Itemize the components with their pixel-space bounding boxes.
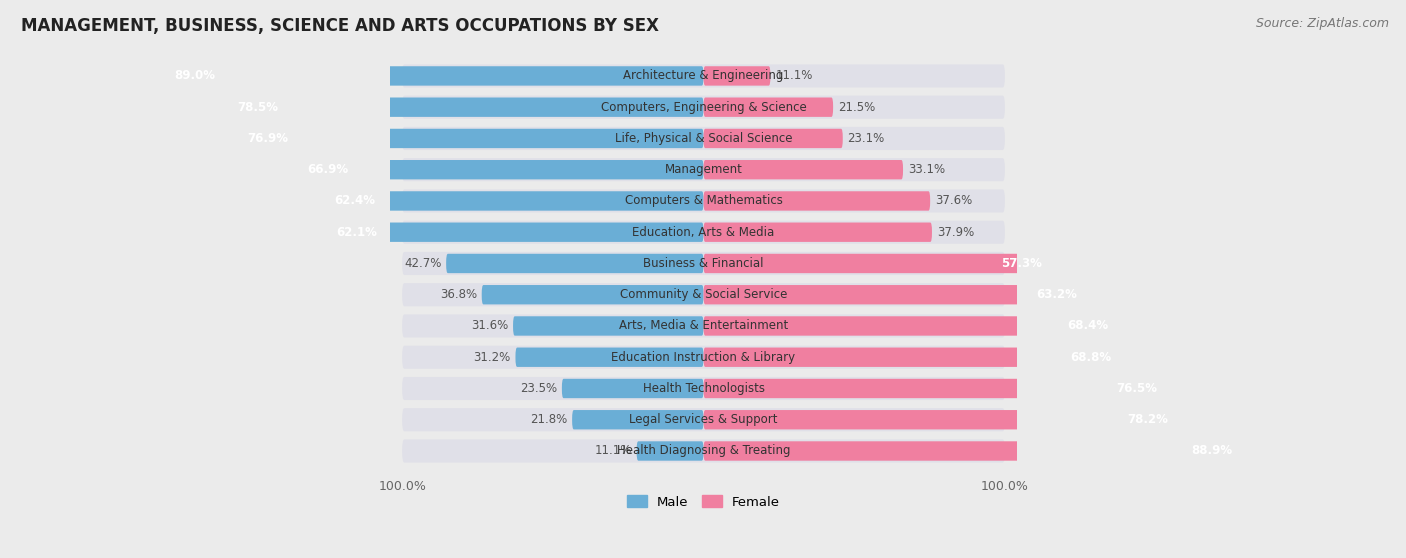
Text: Source: ZipAtlas.com: Source: ZipAtlas.com: [1256, 17, 1389, 30]
FancyBboxPatch shape: [329, 223, 703, 242]
Text: Legal Services & Support: Legal Services & Support: [630, 413, 778, 426]
FancyBboxPatch shape: [328, 191, 703, 211]
FancyBboxPatch shape: [562, 379, 703, 398]
Text: 66.9%: 66.9%: [308, 163, 349, 176]
FancyBboxPatch shape: [703, 223, 932, 242]
FancyBboxPatch shape: [572, 410, 703, 430]
Text: 31.6%: 31.6%: [471, 320, 508, 333]
Text: 31.2%: 31.2%: [474, 351, 510, 364]
Text: 23.1%: 23.1%: [848, 132, 884, 145]
FancyBboxPatch shape: [703, 348, 1118, 367]
FancyBboxPatch shape: [482, 285, 703, 305]
Text: Community & Social Service: Community & Social Service: [620, 288, 787, 301]
FancyBboxPatch shape: [301, 160, 703, 179]
Text: Education, Arts & Media: Education, Arts & Media: [633, 226, 775, 239]
FancyBboxPatch shape: [402, 158, 1005, 181]
Text: MANAGEMENT, BUSINESS, SCIENCE AND ARTS OCCUPATIONS BY SEX: MANAGEMENT, BUSINESS, SCIENCE AND ARTS O…: [21, 17, 659, 35]
FancyBboxPatch shape: [703, 129, 842, 148]
Text: Management: Management: [665, 163, 742, 176]
FancyBboxPatch shape: [402, 127, 1005, 150]
FancyBboxPatch shape: [402, 314, 1005, 338]
Text: Health Technologists: Health Technologists: [643, 382, 765, 395]
Text: 11.1%: 11.1%: [595, 445, 631, 458]
FancyBboxPatch shape: [231, 98, 703, 117]
Text: 37.6%: 37.6%: [935, 194, 972, 208]
FancyBboxPatch shape: [402, 283, 1005, 306]
FancyBboxPatch shape: [402, 345, 1005, 369]
Text: Life, Physical & Social Science: Life, Physical & Social Science: [614, 132, 792, 145]
Text: 42.7%: 42.7%: [404, 257, 441, 270]
FancyBboxPatch shape: [703, 160, 903, 179]
FancyBboxPatch shape: [703, 441, 1239, 461]
Text: 89.0%: 89.0%: [174, 69, 215, 83]
Text: Computers & Mathematics: Computers & Mathematics: [624, 194, 783, 208]
FancyBboxPatch shape: [167, 66, 703, 85]
Text: 78.5%: 78.5%: [238, 100, 278, 114]
Text: 88.9%: 88.9%: [1191, 445, 1232, 458]
Text: 33.1%: 33.1%: [908, 163, 945, 176]
FancyBboxPatch shape: [703, 191, 931, 211]
FancyBboxPatch shape: [703, 254, 1049, 273]
Text: 78.2%: 78.2%: [1126, 413, 1167, 426]
Text: 11.1%: 11.1%: [775, 69, 813, 83]
Legend: Male, Female: Male, Female: [621, 490, 786, 514]
Text: 37.9%: 37.9%: [936, 226, 974, 239]
FancyBboxPatch shape: [703, 316, 1116, 336]
Text: 76.5%: 76.5%: [1116, 382, 1157, 395]
Text: 62.1%: 62.1%: [336, 226, 377, 239]
FancyBboxPatch shape: [516, 348, 703, 367]
Text: Business & Financial: Business & Financial: [644, 257, 763, 270]
FancyBboxPatch shape: [402, 220, 1005, 244]
FancyBboxPatch shape: [240, 129, 703, 148]
FancyBboxPatch shape: [402, 95, 1005, 119]
Text: 21.5%: 21.5%: [838, 100, 875, 114]
Text: 68.4%: 68.4%: [1067, 320, 1108, 333]
FancyBboxPatch shape: [402, 408, 1005, 431]
FancyBboxPatch shape: [703, 410, 1175, 430]
Text: Health Diagnosing & Treating: Health Diagnosing & Treating: [617, 445, 790, 458]
Text: 36.8%: 36.8%: [440, 288, 477, 301]
FancyBboxPatch shape: [703, 66, 770, 85]
FancyBboxPatch shape: [402, 64, 1005, 88]
Text: Architecture & Engineering: Architecture & Engineering: [623, 69, 783, 83]
FancyBboxPatch shape: [446, 254, 703, 273]
FancyBboxPatch shape: [703, 285, 1084, 305]
FancyBboxPatch shape: [402, 377, 1005, 400]
FancyBboxPatch shape: [402, 252, 1005, 275]
FancyBboxPatch shape: [703, 98, 834, 117]
FancyBboxPatch shape: [637, 441, 703, 461]
Text: 21.8%: 21.8%: [530, 413, 567, 426]
Text: 68.8%: 68.8%: [1070, 351, 1111, 364]
FancyBboxPatch shape: [402, 189, 1005, 213]
Text: Computers, Engineering & Science: Computers, Engineering & Science: [600, 100, 807, 114]
Text: 57.3%: 57.3%: [1001, 257, 1042, 270]
FancyBboxPatch shape: [513, 316, 703, 336]
Text: 63.2%: 63.2%: [1036, 288, 1077, 301]
Text: Education Instruction & Library: Education Instruction & Library: [612, 351, 796, 364]
FancyBboxPatch shape: [402, 440, 1005, 463]
Text: 76.9%: 76.9%: [247, 132, 288, 145]
Text: Arts, Media & Entertainment: Arts, Media & Entertainment: [619, 320, 789, 333]
FancyBboxPatch shape: [703, 379, 1164, 398]
Text: 23.5%: 23.5%: [520, 382, 557, 395]
Text: 62.4%: 62.4%: [335, 194, 375, 208]
